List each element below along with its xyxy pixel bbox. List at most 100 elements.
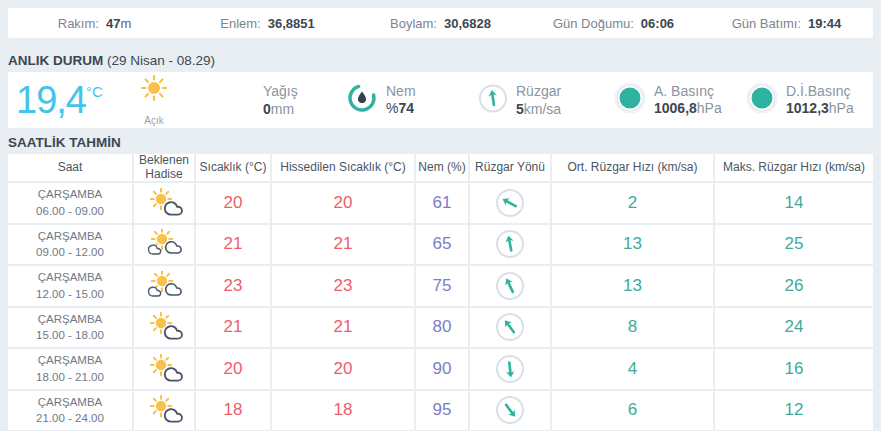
max-wind-cell: 16 — [715, 349, 873, 389]
time-range: 15.00 - 18.00 — [36, 328, 104, 342]
time-cell: ÇARŞAMBA 09.00 - 12.00 — [8, 225, 132, 265]
humidity-cell: 65 — [416, 225, 468, 265]
wind-direction-arrow-icon — [495, 312, 525, 342]
altitude-label: Rakım: — [58, 16, 99, 31]
forecast-row: ÇARŞAMBA 06.00 - 09.00 20 20 61 2 14 — [8, 183, 873, 223]
forecast-section-title: SAATLİK TAHMİN — [8, 135, 121, 150]
latitude-item: Enlem: 36,8851 — [181, 16, 354, 31]
wind-direction-icon — [478, 83, 508, 117]
table-body: ÇARŞAMBA 06.00 - 09.00 20 20 61 2 14 ÇAR… — [8, 183, 873, 430]
feels-like-cell: 23 — [272, 266, 414, 306]
temperature-cell: 18 — [196, 391, 270, 431]
forecast-section-heading: SAATLİK TAHMİN — [8, 135, 873, 150]
table-header-row: SaatBeklenen HadiseSıcaklık (°C)Hissedil… — [8, 154, 873, 181]
weather-icon-cell — [134, 183, 194, 223]
day-label: ÇARŞAMBA — [38, 270, 103, 284]
pressure-label: A. Basınç — [654, 83, 722, 101]
wind-direction-cell — [470, 225, 550, 265]
precipitation-metric: Yağış 0mm — [263, 83, 298, 118]
wind-metric: Rüzgar 5km/sa — [478, 83, 561, 118]
longitude-value: 30,6828 — [444, 16, 491, 31]
sun-cloud-icon — [145, 312, 183, 342]
temperature-unit: °C — [86, 83, 103, 100]
current-section-heading: ANLIK DURUM (29 Nisan - 08.29) — [8, 53, 873, 68]
pressure-metric: A. Basınç 1006,8hPa — [614, 82, 722, 118]
forecast-row: ÇARŞAMBA 09.00 - 12.00 21 21 65 13 25 — [8, 225, 873, 265]
day-label: ÇARŞAMBA — [38, 353, 103, 367]
column-header-2: Sıcaklık (°C) — [196, 154, 270, 181]
avg-wind-cell: 6 — [552, 391, 713, 431]
temperature-cell: 20 — [196, 183, 270, 223]
sunset-label: Gün Batımı: — [732, 16, 801, 31]
current-conditions-panel: 19,4°C Açık Yağış 0mm Nem %74 Rüzgar 5km… — [8, 72, 873, 128]
sea-pressure-label: D.İ.Basınç — [786, 83, 854, 101]
temperature-cell: 21 — [196, 308, 270, 348]
time-range: 21.00 - 24.00 — [36, 411, 104, 425]
humidity-cell: 95 — [416, 391, 468, 431]
weather-icon-cell — [134, 349, 194, 389]
column-header-4: Nem (%) — [416, 154, 468, 181]
current-temperature: 19,4°C — [16, 79, 103, 122]
max-wind-cell: 26 — [715, 266, 873, 306]
altitude-item: Rakım: 47m — [8, 16, 181, 31]
wind-direction-arrow-icon — [495, 229, 525, 259]
wind-direction-cell — [470, 308, 550, 348]
time-cell: ÇARŞAMBA 06.00 - 09.00 — [8, 183, 132, 223]
time-range: 09.00 - 12.00 — [36, 245, 104, 259]
column-header-6: Ort. Rüzgar Hızı (km/sa) — [552, 154, 713, 181]
forecast-row: ÇARŞAMBA 12.00 - 15.00 23 23 75 13 26 — [8, 266, 873, 306]
forecast-row: ÇARŞAMBA 15.00 - 18.00 21 21 80 8 24 — [8, 308, 873, 348]
humidity-cell: 61 — [416, 183, 468, 223]
feels-like-cell: 21 — [272, 308, 414, 348]
max-wind-cell: 12 — [715, 391, 873, 431]
humidity-cell: 80 — [416, 308, 468, 348]
sun-icon — [136, 74, 172, 110]
max-wind-cell: 14 — [715, 183, 873, 223]
sunrise-item: Gün Doğumu: 06:06 — [527, 16, 700, 31]
pressure-icon — [614, 82, 646, 118]
temperature-cell: 20 — [196, 349, 270, 389]
avg-wind-cell: 13 — [552, 225, 713, 265]
wind-label: Rüzgar — [516, 83, 561, 101]
altitude-value: 47m — [106, 16, 131, 31]
avg-wind-cell: 2 — [552, 183, 713, 223]
feels-like-cell: 21 — [272, 225, 414, 265]
wind-direction-arrow-icon — [495, 395, 525, 425]
max-wind-cell: 25 — [715, 225, 873, 265]
latitude-value: 36,8851 — [268, 16, 315, 31]
hourly-forecast-table: SaatBeklenen HadiseSıcaklık (°C)Hissedil… — [8, 154, 873, 430]
column-header-3: Hissedilen Sıcaklık (°C) — [272, 154, 414, 181]
time-cell: ÇARŞAMBA 12.00 - 15.00 — [8, 266, 132, 306]
max-wind-cell: 24 — [715, 308, 873, 348]
wind-direction-cell — [470, 183, 550, 223]
sun-clouds-icon — [145, 229, 183, 259]
feels-like-cell: 18 — [272, 391, 414, 431]
avg-wind-cell: 13 — [552, 266, 713, 306]
column-header-7: Maks. Rüzgar Hızı (km/sa) — [715, 154, 873, 181]
current-section-title: ANLIK DURUM — [8, 53, 103, 68]
humidity-cell: 75 — [416, 266, 468, 306]
day-label: ÇARŞAMBA — [38, 229, 103, 243]
current-condition: Açık — [136, 74, 172, 126]
feels-like-cell: 20 — [272, 183, 414, 223]
wind-direction-arrow-icon — [495, 188, 525, 218]
weather-icon-cell — [134, 266, 194, 306]
condition-label: Açık — [144, 115, 163, 126]
time-cell: ÇARŞAMBA 21.00 - 24.00 — [8, 391, 132, 431]
location-info-bar: Rakım: 47m Enlem: 36,8851 Boylam: 30,682… — [8, 8, 873, 38]
wind-direction-cell — [470, 349, 550, 389]
sunset-item: Gün Batımı: 19:44 — [700, 16, 873, 31]
wind-direction-arrow-icon — [495, 354, 525, 384]
current-section-subtitle: (29 Nisan - 08.29) — [107, 53, 215, 68]
weather-icon-cell — [134, 225, 194, 265]
column-header-5: Rüzgar Yönü — [470, 154, 550, 181]
time-range: 18.00 - 21.00 — [36, 370, 104, 384]
sunrise-value: 06:06 — [641, 16, 674, 31]
temperature-cell: 23 — [196, 266, 270, 306]
forecast-row: ÇARŞAMBA 18.00 - 21.00 20 20 90 4 16 — [8, 349, 873, 389]
time-cell: ÇARŞAMBA 18.00 - 21.00 — [8, 349, 132, 389]
weather-icon-cell — [134, 391, 194, 431]
humidity-metric: Nem %74 — [346, 82, 416, 118]
sun-cloud-icon — [145, 354, 183, 384]
time-cell: ÇARŞAMBA 15.00 - 18.00 — [8, 308, 132, 348]
